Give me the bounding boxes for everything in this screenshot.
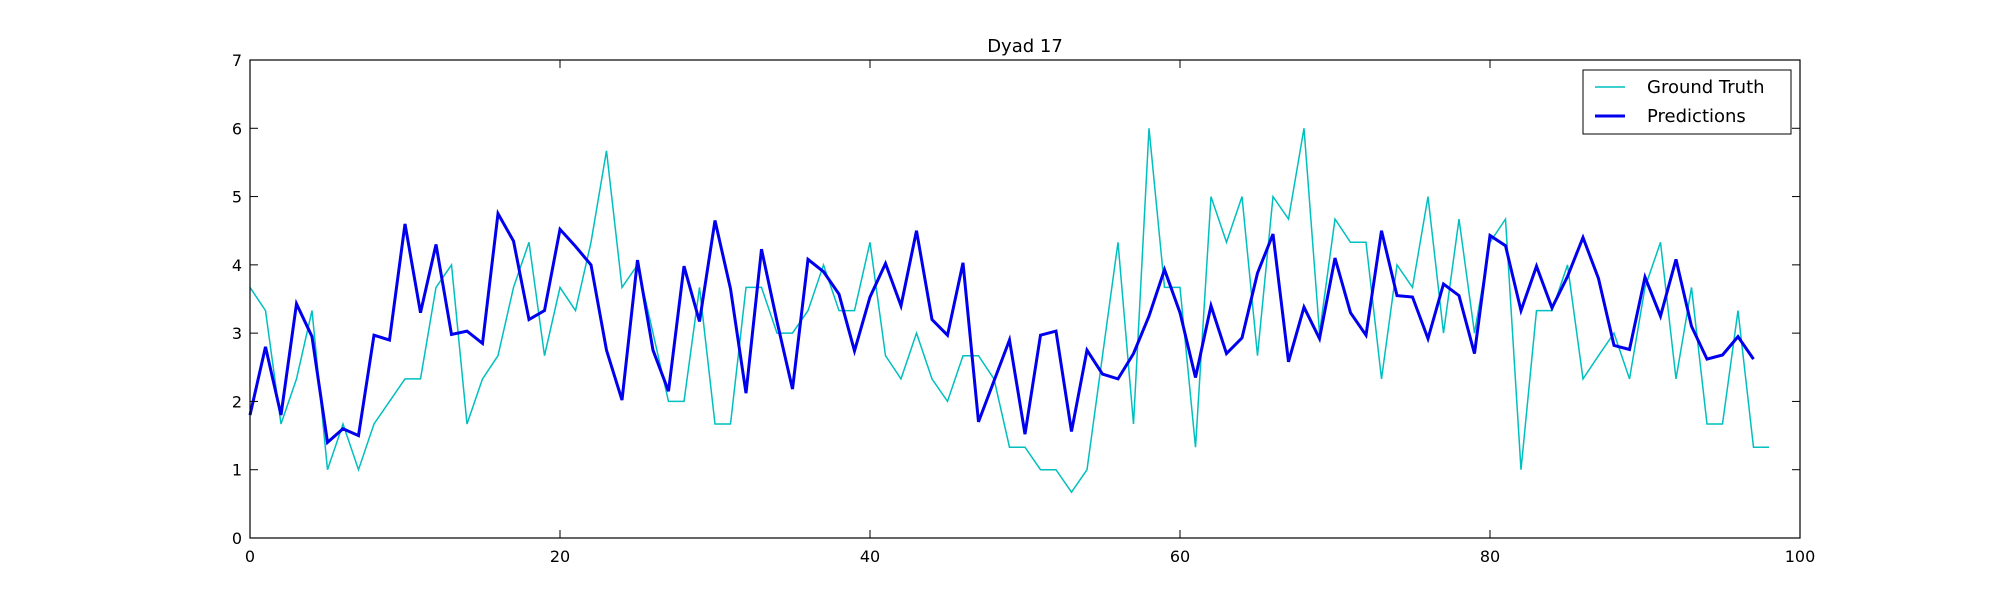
y-tick-label: 1 bbox=[232, 461, 242, 480]
y-tick-label: 3 bbox=[232, 324, 242, 343]
x-tick-label: 60 bbox=[1170, 547, 1190, 566]
chart-title: Dyad 17 bbox=[987, 36, 1063, 57]
legend: Ground Truth Predictions bbox=[1582, 69, 1792, 135]
x-tick-label: 40 bbox=[860, 547, 880, 566]
legend-label-predictions: Predictions bbox=[1647, 106, 1746, 127]
series-line-ground-truth bbox=[249, 128, 1769, 494]
x-tick-label: 80 bbox=[1480, 547, 1500, 566]
x-tick-label: 0 bbox=[245, 547, 255, 566]
x-tick-label: 100 bbox=[1785, 547, 1816, 566]
legend-label-ground-truth: Ground Truth bbox=[1647, 77, 1765, 98]
series-line-predictions bbox=[248, 208, 1755, 446]
y-tick-label: 5 bbox=[232, 188, 242, 207]
y-tick-label: 4 bbox=[232, 256, 242, 275]
y-tick-label: 7 bbox=[232, 51, 242, 70]
legend-box bbox=[1582, 69, 1792, 135]
y-tick-label: 0 bbox=[232, 529, 242, 548]
plot-frame bbox=[249, 59, 1801, 539]
x-tick-label: 20 bbox=[550, 547, 570, 566]
y-tick-label: 6 bbox=[232, 119, 242, 138]
axes: 0 20 40 60 80 100 0 1 2 3 4 5 6 7 bbox=[232, 51, 1815, 566]
series-lines bbox=[248, 128, 1769, 494]
y-tick-label: 2 bbox=[232, 392, 242, 411]
